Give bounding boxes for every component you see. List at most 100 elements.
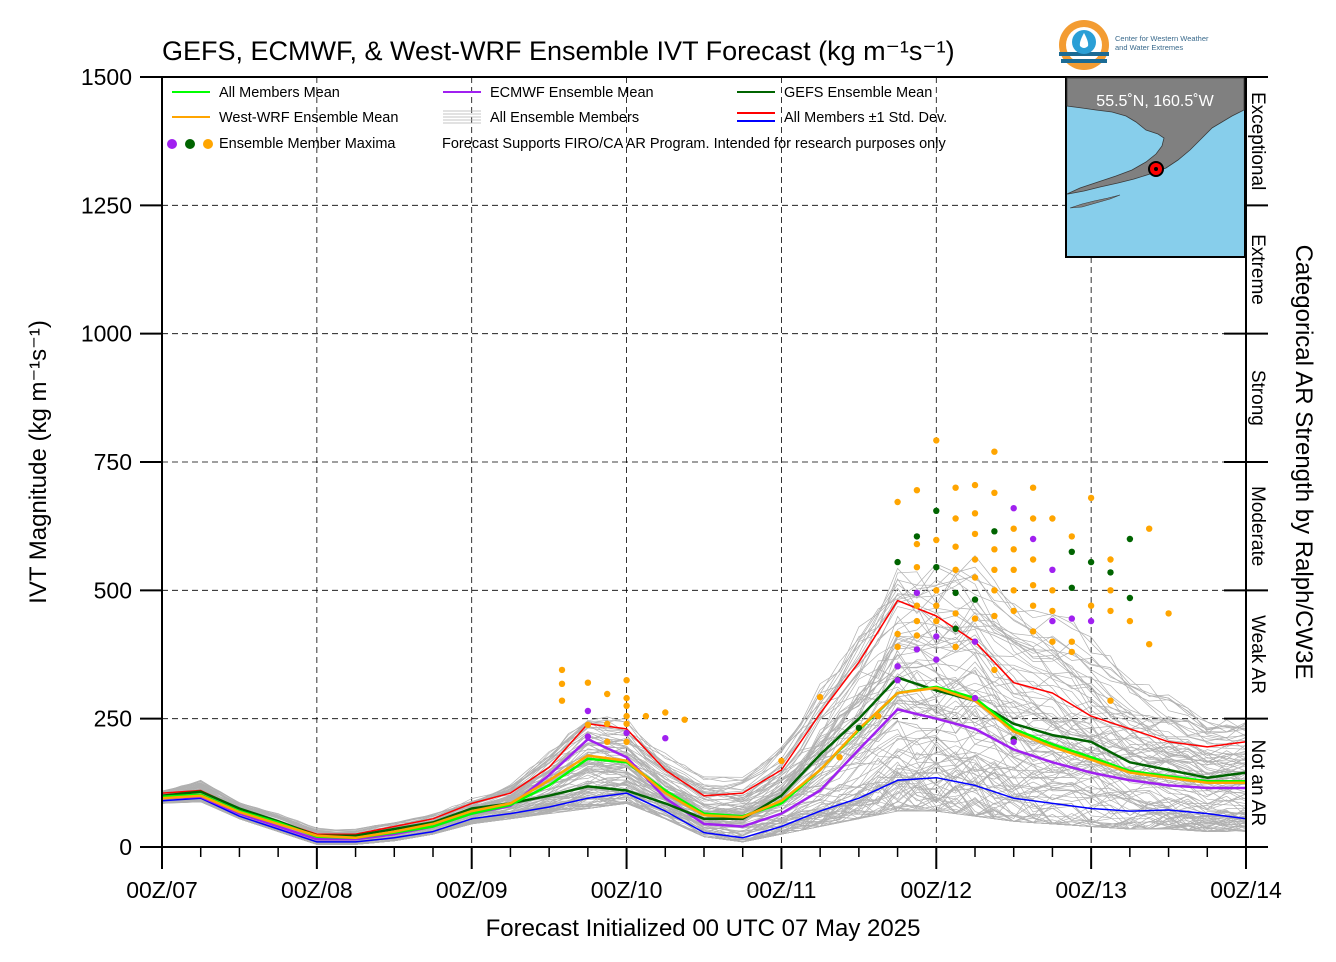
maxima-dot-ecmwf <box>894 677 901 684</box>
maxima-dot-wwrf <box>991 546 998 553</box>
x-tick-label: 00Z/08 <box>281 877 353 903</box>
ensemble-member-line <box>161 611 1247 834</box>
legend-swatch-all-members <box>443 110 481 124</box>
legend-wwrf-mean: West-WRF Ensemble Mean <box>219 110 398 126</box>
y-tick-label: 500 <box>94 577 132 603</box>
maxima-dot-wwrf <box>913 602 921 609</box>
maxima-dot-wwrf <box>952 643 959 650</box>
maxima-dot-wwrf <box>604 720 611 727</box>
legend-dot-ecmwf <box>167 139 177 149</box>
legend-gefs-mean: GEFS Ensemble Mean <box>784 85 932 101</box>
maxima-dot-wwrf <box>558 680 566 687</box>
map-islands <box>1069 194 1121 209</box>
legend-maxima: Ensemble Member Maxima <box>219 136 396 152</box>
maxima-dot-wwrf <box>971 574 979 581</box>
maxima-dot-wwrf <box>1146 641 1153 648</box>
maxima-dot-wwrf <box>952 515 959 522</box>
maxima-dot-ecmwf <box>933 633 940 640</box>
x-tick-label: 00Z/14 <box>1210 877 1282 903</box>
maxima-dot-ecmwf <box>1010 738 1017 745</box>
category-label: Extreme <box>1247 234 1268 305</box>
y-tick-label: 1250 <box>81 192 132 218</box>
x-tick-label: 00Z/07 <box>126 877 198 903</box>
x-tick-label: 00Z/09 <box>436 877 508 903</box>
maxima-dot-wwrf <box>1068 533 1076 540</box>
maxima-dot-ecmwf <box>1049 617 1056 625</box>
maxima-dot-wwrf <box>1107 587 1114 594</box>
category-label: Strong <box>1247 370 1268 426</box>
maxima-dot-wwrf <box>1146 525 1153 532</box>
maxima-dot-wwrf <box>778 757 785 764</box>
maxima-dot-wwrf <box>1010 566 1017 573</box>
logo-text-line1: Center for Western Weather <box>1115 34 1209 43</box>
map-land-alaska <box>1066 77 1245 195</box>
ensemble-member-line <box>161 748 1247 841</box>
y-tick-label: 0 <box>119 834 132 860</box>
maxima-dot-wwrf <box>1010 587 1017 594</box>
maxima-dot-wwrf <box>1049 607 1056 615</box>
maxima-dot-wwrf <box>1029 556 1037 563</box>
maxima-dot-wwrf <box>894 643 901 650</box>
maxima-dot-wwrf <box>1107 556 1114 563</box>
ensemble-member-line <box>161 581 1247 831</box>
maxima-dot-wwrf <box>584 679 592 686</box>
maxima-dot-wwrf <box>952 543 959 550</box>
maxima-dot-ecmwf <box>933 656 940 663</box>
right-axis-label: Categorical AR Strength by Ralph/CW3E <box>1290 245 1317 680</box>
legend-std: All Members ±1 Std. Dev. <box>784 110 947 126</box>
x-tick-label: 00Z/13 <box>1055 877 1127 903</box>
maxima-dot-wwrf <box>913 632 921 639</box>
maxima-dot-wwrf <box>681 716 688 723</box>
maxima-dot-wwrf <box>933 617 940 625</box>
x-tick-label: 00Z/10 <box>591 877 663 903</box>
legend-all-mean: All Members Mean <box>219 85 340 101</box>
maxima-dot-ecmwf <box>623 729 630 737</box>
maxima-dot-wwrf <box>1029 484 1037 491</box>
series-line-gefs-mean <box>161 676 1247 837</box>
legend-all-members: All Ensemble Members <box>490 110 639 126</box>
maxima-dot-gefs <box>952 589 959 597</box>
maxima-dot-wwrf <box>952 566 959 573</box>
maxima-dot-gefs <box>1126 535 1134 543</box>
maxima-dot-wwrf <box>1049 587 1056 594</box>
maxima-dot-ecmwf <box>971 638 979 645</box>
x-axis: 00Z/07 00Z/08 00Z/09 00Z/10 00Z/11 00Z/12 00Z/… <box>126 847 1282 903</box>
maxima-dot-ecmwf <box>584 707 592 715</box>
maxima-dot-wwrf <box>623 702 630 709</box>
maxima-dot-wwrf <box>836 754 843 761</box>
maxima-dot-ecmwf <box>1068 615 1076 622</box>
maxima-dot-gefs <box>1126 594 1134 602</box>
maxima-dot-wwrf <box>913 617 921 625</box>
maxima-dot-gefs <box>855 724 863 732</box>
maxima-dot-wwrf <box>662 709 669 716</box>
map-location-label: 55.5˚N, 160.5˚W <box>1096 93 1214 110</box>
ensemble-member-line <box>161 576 1247 831</box>
maxima-dot-wwrf <box>1068 648 1076 656</box>
y-tick-label: 250 <box>94 706 132 732</box>
maxima-dot-wwrf <box>933 587 940 594</box>
y-axis-label: IVT Magnitude (kg m⁻¹s⁻¹) <box>25 320 52 604</box>
ensemble-member-line <box>161 663 1247 835</box>
maxima-dot-wwrf <box>991 666 998 674</box>
maxima-dot-gefs <box>894 558 901 566</box>
maxima-dot-wwrf <box>1068 638 1076 645</box>
y-axis: 0 250 500 750 1000 1250 1500 <box>81 64 162 860</box>
maxima-dot-gefs <box>1068 584 1076 591</box>
maxima-dot-wwrf <box>952 484 959 491</box>
maxima-dot-wwrf <box>584 721 592 728</box>
maxima-dot-wwrf <box>933 437 940 444</box>
maxima-dot-wwrf <box>913 564 921 571</box>
maxima-dot-wwrf <box>933 536 940 544</box>
legend-dot-gefs <box>185 139 195 149</box>
maxima-dot-wwrf <box>971 481 979 489</box>
location-map-inset: 55.5˚N, 160.5˚W <box>1065 76 1246 258</box>
maxima-dot-wwrf <box>1010 546 1017 553</box>
logo-text-line2: and Water Extremes <box>1115 43 1183 52</box>
maxima-dot-wwrf <box>1049 515 1056 522</box>
maxima-dot-wwrf <box>1126 617 1134 625</box>
maxima-dot-wwrf <box>991 612 998 620</box>
maxima-dot-gefs <box>1068 548 1076 555</box>
maxima-dot-gefs <box>913 533 921 540</box>
maxima-dot-ecmwf <box>584 733 592 740</box>
maxima-dot-wwrf <box>1165 610 1172 617</box>
